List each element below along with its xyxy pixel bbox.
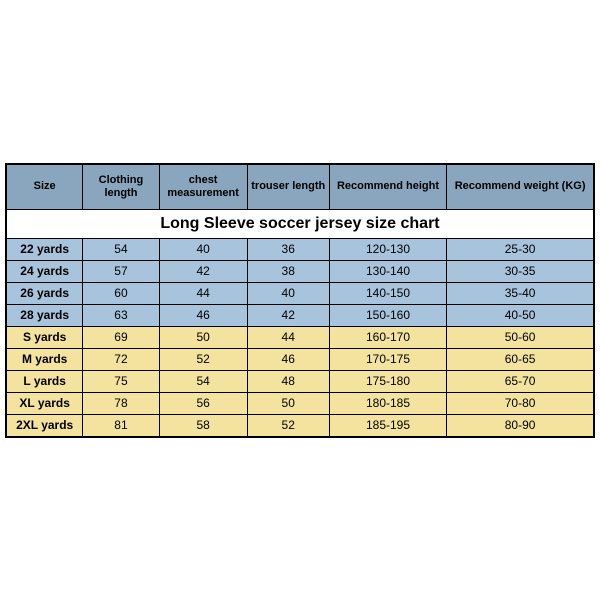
- value-cell: 30-35: [447, 260, 594, 282]
- value-cell: 150-160: [329, 304, 446, 326]
- value-cell: 42: [247, 304, 329, 326]
- value-cell: 25-30: [447, 238, 594, 260]
- value-cell: 69: [83, 326, 159, 348]
- value-cell: 120-130: [329, 238, 446, 260]
- value-cell: 140-150: [329, 282, 446, 304]
- value-cell: 81: [83, 414, 159, 436]
- value-cell: 58: [159, 414, 247, 436]
- value-cell: 44: [159, 282, 247, 304]
- size-cell: L yards: [7, 370, 83, 392]
- value-cell: 60-65: [447, 348, 594, 370]
- page: Long Sleeve soccer jersey size chart Siz…: [0, 0, 600, 600]
- value-cell: 60: [83, 282, 159, 304]
- col-header-3: trouser length: [247, 164, 329, 209]
- chart-title: Long Sleeve soccer jersey size chart: [7, 209, 594, 238]
- size-cell: M yards: [7, 348, 83, 370]
- value-cell: 54: [159, 370, 247, 392]
- value-cell: 70-80: [447, 392, 594, 414]
- value-cell: 65-70: [447, 370, 594, 392]
- value-cell: 78: [83, 392, 159, 414]
- col-header-5: Recommend weight (KG): [447, 164, 594, 209]
- value-cell: 52: [159, 348, 247, 370]
- size-cell: 2XL yards: [7, 414, 83, 436]
- value-cell: 170-175: [329, 348, 446, 370]
- value-cell: 40-50: [447, 304, 594, 326]
- value-cell: 180-185: [329, 392, 446, 414]
- title-row: Long Sleeve soccer jersey size chart: [7, 209, 594, 238]
- col-header-4: Recommend height: [329, 164, 446, 209]
- value-cell: 50: [247, 392, 329, 414]
- table-row: XL yards785650180-18570-80: [7, 392, 594, 414]
- value-cell: 57: [83, 260, 159, 282]
- value-cell: 50: [159, 326, 247, 348]
- value-cell: 75: [83, 370, 159, 392]
- value-cell: 42: [159, 260, 247, 282]
- value-cell: 175-180: [329, 370, 446, 392]
- value-cell: 36: [247, 238, 329, 260]
- column-headers: SizeClothing lengthchest measurementtrou…: [7, 164, 594, 209]
- value-cell: 46: [247, 348, 329, 370]
- table-row: M yards725246170-17560-65: [7, 348, 594, 370]
- value-cell: 160-170: [329, 326, 446, 348]
- size-cell: S yards: [7, 326, 83, 348]
- table-row: S yards695044160-17050-60: [7, 326, 594, 348]
- table-row: 24 yards574238130-14030-35: [7, 260, 594, 282]
- size-cell: 28 yards: [7, 304, 83, 326]
- value-cell: 52: [247, 414, 329, 436]
- table-row: 28 yards634642150-16040-50: [7, 304, 594, 326]
- size-cell: 26 yards: [7, 282, 83, 304]
- value-cell: 40: [247, 282, 329, 304]
- value-cell: 72: [83, 348, 159, 370]
- table-row: 2XL yards815852185-19580-90: [7, 414, 594, 436]
- table-row: 26 yards604440140-15035-40: [7, 282, 594, 304]
- value-cell: 80-90: [447, 414, 594, 436]
- size-cell: 22 yards: [7, 238, 83, 260]
- col-header-1: Clothing length: [83, 164, 159, 209]
- col-header-0: Size: [7, 164, 83, 209]
- value-cell: 44: [247, 326, 329, 348]
- table-body: 22 yards544036120-13025-3024 yards574238…: [7, 238, 594, 436]
- table-row: 22 yards544036120-13025-30: [7, 238, 594, 260]
- value-cell: 46: [159, 304, 247, 326]
- size-cell: 24 yards: [7, 260, 83, 282]
- value-cell: 48: [247, 370, 329, 392]
- value-cell: 56: [159, 392, 247, 414]
- size-cell: XL yards: [7, 392, 83, 414]
- value-cell: 40: [159, 238, 247, 260]
- value-cell: 38: [247, 260, 329, 282]
- size-table: Long Sleeve soccer jersey size chart Siz…: [6, 164, 594, 437]
- value-cell: 185-195: [329, 414, 446, 436]
- value-cell: 35-40: [447, 282, 594, 304]
- column-header-row: SizeClothing lengthchest measurementtrou…: [7, 164, 594, 209]
- table-row: L yards755448175-18065-70: [7, 370, 594, 392]
- size-chart: Long Sleeve soccer jersey size chart Siz…: [5, 163, 595, 438]
- value-cell: 130-140: [329, 260, 446, 282]
- col-header-2: chest measurement: [159, 164, 247, 209]
- value-cell: 50-60: [447, 326, 594, 348]
- value-cell: 54: [83, 238, 159, 260]
- value-cell: 63: [83, 304, 159, 326]
